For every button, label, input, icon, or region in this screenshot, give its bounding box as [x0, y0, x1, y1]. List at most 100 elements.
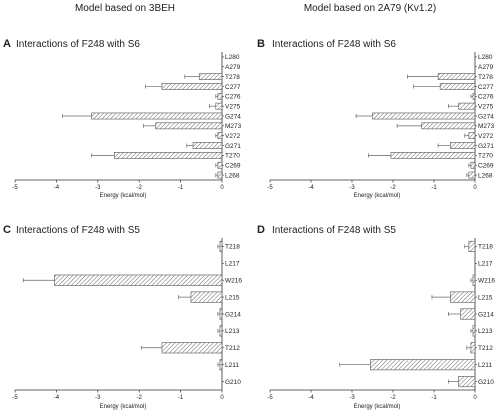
x-tick-label: 0 — [473, 185, 477, 191]
energy-bar — [190, 291, 223, 303]
residue-label: L268 — [478, 172, 493, 179]
energy-bar — [472, 92, 476, 100]
panel-label-a: A — [3, 38, 11, 50]
residue-label: L213 — [225, 328, 240, 335]
residue-label: T270 — [478, 153, 493, 160]
energy-bar — [114, 152, 223, 159]
panel-label-b: B — [257, 38, 265, 50]
residue-label: G274 — [478, 113, 494, 120]
x-tick-label: -2 — [137, 395, 143, 401]
energy-bar — [217, 161, 223, 169]
x-tick-label: -3 — [95, 185, 101, 191]
x-tick-label: 0 — [220, 185, 224, 191]
energy-bar — [470, 342, 476, 354]
panel-d-title: Interactions of F248 with S5 — [272, 225, 396, 236]
energy-bar — [468, 240, 476, 252]
column-title-left: Model based on 3BEH — [75, 3, 175, 14]
panel-c-chart: C Interactions of F248 with S5 Energy (k… — [3, 224, 242, 410]
residue-label: W216 — [478, 278, 495, 285]
panel-d-residue-labels: T218 L217 W216 L215 G214 L213 T212 L211 … — [478, 244, 495, 386]
x-tick-label: -5 — [267, 185, 273, 191]
x-tick-label: -5 — [267, 395, 273, 401]
energy-bar — [450, 291, 476, 303]
residue-label: T270 — [225, 153, 240, 160]
residue-label: L215 — [478, 294, 493, 301]
energy-bar — [390, 152, 476, 159]
residue-label: G214 — [225, 311, 241, 318]
energy-bar — [217, 171, 223, 179]
residue-label: L217 — [478, 261, 493, 268]
residue-label: T212 — [478, 345, 493, 352]
energy-bar — [54, 274, 223, 286]
residue-label: L211 — [478, 362, 492, 369]
residue-label: G210 — [225, 379, 241, 386]
energy-bar — [198, 73, 223, 80]
residue-label: C276 — [478, 94, 494, 101]
residue-label: L280 — [225, 54, 240, 61]
panel-b-residue-labels: L280 A279 T278 C277 C276 V275 G274 M273 … — [478, 54, 495, 179]
x-tick-label: -5 — [12, 395, 18, 401]
x-tick-label: -4 — [54, 185, 60, 191]
energy-bar — [219, 359, 223, 371]
residue-label: T218 — [225, 244, 240, 251]
energy-bar — [217, 92, 223, 100]
residue-label: G274 — [225, 113, 241, 120]
panel-c-residue-labels: T218 L217 W216 L215 G214 L213 T212 L211 … — [225, 244, 242, 386]
energy-bar — [161, 342, 223, 354]
x-tick-label: -2 — [390, 395, 396, 401]
energy-bar — [421, 122, 476, 130]
residue-label: L211 — [225, 362, 239, 369]
x-tick-label: 0 — [473, 395, 477, 401]
residue-label: V275 — [225, 103, 241, 110]
energy-bar — [458, 376, 476, 388]
x-tick-label: -1 — [431, 395, 437, 401]
residue-label: L213 — [478, 328, 493, 335]
residue-label: C277 — [225, 84, 241, 91]
x-tick-label: 0 — [220, 395, 224, 401]
residue-label: G214 — [478, 311, 494, 318]
residue-label: C276 — [225, 94, 241, 101]
x-tick-label: -1 — [178, 395, 184, 401]
residue-label: V272 — [478, 133, 494, 140]
x-tick-label: -2 — [390, 185, 396, 191]
panel-b-x-ticks: -5 -4 -3 -2 -1 0 — [267, 185, 477, 191]
energy-bar — [470, 161, 476, 169]
x-tick-label: -4 — [308, 395, 314, 401]
energy-bar — [458, 102, 476, 110]
residue-label: W216 — [225, 278, 242, 285]
x-tick-label: -3 — [349, 395, 355, 401]
panel-label-d: D — [257, 224, 265, 236]
energy-bar — [370, 359, 476, 371]
x-tick-label: -1 — [431, 185, 437, 191]
energy-bar — [450, 142, 476, 149]
residue-label: C269 — [225, 163, 241, 170]
residue-label: T278 — [478, 74, 493, 81]
energy-bar — [460, 308, 476, 320]
panel-c-x-ticks: -5 -4 -3 -2 -1 0 — [12, 395, 224, 401]
residue-label: T278 — [225, 74, 240, 81]
panel-b-xlabel: Energy (kcal/mol) — [354, 193, 401, 199]
x-tick-label: -5 — [12, 185, 18, 191]
energy-bar — [155, 122, 223, 130]
residue-label: G271 — [225, 143, 241, 150]
residue-label: G210 — [478, 379, 494, 386]
energy-bar — [472, 325, 476, 337]
energy-bar — [217, 132, 223, 140]
panel-b-chart: B Interactions of F248 with S6 Energy (k… — [257, 38, 495, 199]
residue-label: G271 — [478, 143, 494, 150]
panel-label-c: C — [3, 224, 11, 236]
energy-bar — [437, 73, 476, 80]
energy-bar — [472, 274, 476, 286]
panel-d-x-ticks: -5 -4 -3 -2 -1 0 — [267, 395, 477, 401]
column-title-right: Model based on 2A79 (Kv1.2) — [304, 3, 436, 14]
x-tick-label: -4 — [54, 395, 60, 401]
residue-label: T218 — [478, 244, 493, 251]
energy-bar — [192, 142, 223, 149]
energy-bar — [161, 83, 223, 90]
panel-d-chart: D Interactions of F248 with S5 Energy (k… — [257, 224, 495, 410]
residue-label: L280 — [478, 54, 493, 61]
panel-a-residue-labels: L280 A279 T278 C277 C276 V275 G274 M273 … — [225, 54, 242, 179]
residue-label: T212 — [225, 345, 240, 352]
energy-bar — [215, 102, 223, 110]
